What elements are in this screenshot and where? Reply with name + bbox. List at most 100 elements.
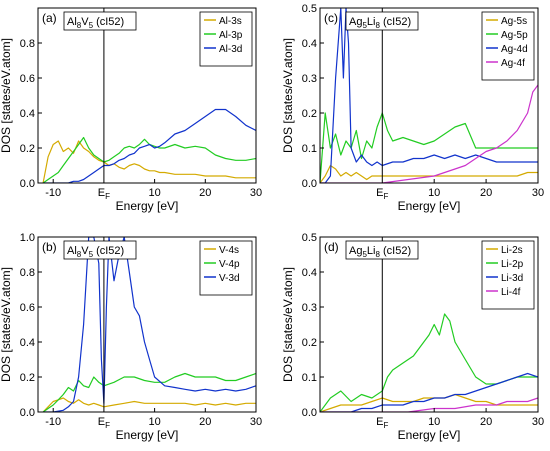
fermi-tick-label: EF: [376, 187, 388, 201]
x-tick-label: -10: [45, 187, 61, 199]
series-line-ag-4f: [320, 84, 538, 183]
compound-label-box: [345, 240, 419, 260]
x-tick-label: 20: [199, 416, 211, 428]
legend-entry: Ag-5s: [501, 16, 527, 27]
legend-entry: Li-4f: [501, 287, 521, 298]
x-axis-label: Energy [eV]: [116, 428, 179, 442]
y-tick-label: 0.1: [302, 372, 317, 384]
x-tick-label: 30: [532, 416, 544, 428]
series-line-al-3s: [42, 140, 256, 183]
series-group: [42, 237, 256, 412]
fermi-tick-label: EF: [98, 187, 110, 201]
compound-label-box: [63, 240, 137, 260]
fermi-tick-label: EF: [98, 416, 110, 430]
compound-label-box: [345, 11, 419, 31]
y-tick-label: 0.4: [302, 38, 317, 50]
legend-box: [199, 240, 253, 296]
x-tick-label: 10: [428, 416, 440, 428]
legend-entry: Al-3s: [219, 16, 242, 27]
x-tick-label: 10: [148, 187, 160, 199]
chart-panel-b: -10 10 20 30 EF 0.0 0.2 0.4 0.6 0.8 1.0 Energy [eV]…: [0, 232, 262, 442]
y-axis-label: DOS [states/eV.atom]: [281, 38, 295, 153]
chart-panel-d: 10 20 30 EF 0.0 0.1 0.2 0.3 0.4 0.5 Energy [eV] DOS…: [281, 232, 544, 442]
legend-entry: Li-3d: [501, 273, 523, 284]
series-line-li-3d: [320, 372, 538, 412]
legend-entry: Li-2s: [501, 245, 523, 256]
plot-frame: [319, 7, 539, 184]
y-tick-label: 0.5: [302, 3, 317, 15]
y-tick-label: 0.4: [302, 267, 317, 279]
series-line-v-3d: [43, 237, 256, 412]
legend-entry: V-3d: [219, 273, 240, 284]
legend: Li-2s Li-2p Li-3d Li-4f: [481, 240, 535, 310]
series-line-v-4s: [42, 397, 256, 412]
y-tick-label: 0.4: [20, 337, 35, 349]
legend: Ag-5s Ag-5p Ag-4d Ag-4f: [481, 11, 535, 81]
series-group: [320, 8, 538, 183]
legend-entry: Ag-4d: [501, 44, 528, 55]
x-tick-label: -10: [45, 416, 61, 428]
y-tick-label: 0.2: [302, 337, 317, 349]
legend-entry: Ag-4f: [501, 58, 525, 69]
legend: Al-3s Al-3p Al-3d: [199, 11, 253, 67]
y-tick-label: 0.6: [20, 73, 35, 85]
x-tick-label: 30: [250, 187, 262, 199]
x-tick-label: 20: [480, 187, 492, 199]
series-line-li-2s: [320, 393, 538, 412]
compound-label: Al8V5 (cI52): [67, 16, 124, 30]
x-axis-label: Energy [eV]: [398, 428, 461, 442]
y-tick-label: 0.0: [20, 178, 35, 190]
x-tick-label: 30: [532, 187, 544, 199]
legend-box: [481, 11, 535, 81]
y-tick-label: 0.0: [302, 178, 317, 190]
y-tick-label: 0.3: [302, 73, 317, 85]
legend: V-4s V-4p V-3d: [199, 240, 253, 296]
x-axis-label: Energy [eV]: [116, 199, 179, 213]
series-line-ag-5p: [320, 112, 538, 183]
x-tick-label: 10: [428, 187, 440, 199]
y-tick-label: 0.3: [302, 302, 317, 314]
series-group: [42, 108, 256, 183]
series-line-al-3d: [43, 108, 256, 183]
legend-entry: Al-3d: [219, 44, 242, 55]
plot-frame: [37, 7, 257, 184]
compound-label: Ag5Li8 (cI52): [349, 245, 411, 259]
y-tick-label: 0.5: [302, 232, 317, 244]
legend-box: [481, 240, 535, 310]
panel-label: (c): [324, 11, 338, 25]
y-tick-label: 0.2: [20, 372, 35, 384]
y-tick-label: 0.0: [302, 407, 317, 419]
panel-label: (a): [42, 11, 57, 25]
legend-entry: V-4s: [219, 245, 239, 256]
y-tick-label: 0.2: [302, 108, 317, 120]
fermi-tick-label: EF: [376, 416, 388, 430]
y-tick-label: 1.0: [20, 232, 35, 244]
x-tick-label: 30: [250, 416, 262, 428]
y-tick-label: 0.0: [20, 407, 35, 419]
x-tick-label: 20: [480, 416, 492, 428]
series-line-v-4p: [42, 372, 256, 412]
series-line-li-2p: [320, 313, 538, 412]
chart-panel-c: 10 20 30 EF 0.0 0.1 0.2 0.3 0.4 0.5 Energy [eV] DOS…: [281, 3, 544, 213]
legend-entry: Al-3p: [219, 30, 243, 41]
legend-entry: Ag-5p: [501, 30, 528, 41]
legend-box: [199, 11, 253, 67]
x-axis-label: Energy [eV]: [398, 199, 461, 213]
y-tick-label: 0.4: [20, 108, 35, 120]
compound-label: Ag5Li8 (cI52): [349, 16, 411, 30]
legend-entry: Li-2p: [501, 259, 524, 270]
series-line-al-3p: [42, 136, 256, 183]
series-line-ag-5s: [320, 164, 538, 183]
x-tick-label: 10: [148, 416, 160, 428]
y-axis-label: DOS [states/eV.atom]: [281, 267, 295, 382]
y-tick-label: 0.6: [20, 302, 35, 314]
panel-label: (b): [42, 240, 57, 254]
chart-panel-a: -10 10 20 30 EF 0.0 0.2 0.4 0.6 0.8 Energy [eV] DOS…: [0, 7, 262, 213]
y-tick-label: 0.8: [20, 267, 35, 279]
plot-frame: [319, 236, 539, 413]
x-tick-label: 20: [199, 187, 211, 199]
compound-label: Al8V5 (cI52): [67, 245, 124, 259]
series-line-li-4f: [320, 397, 538, 412]
plot-frame: [37, 236, 257, 413]
